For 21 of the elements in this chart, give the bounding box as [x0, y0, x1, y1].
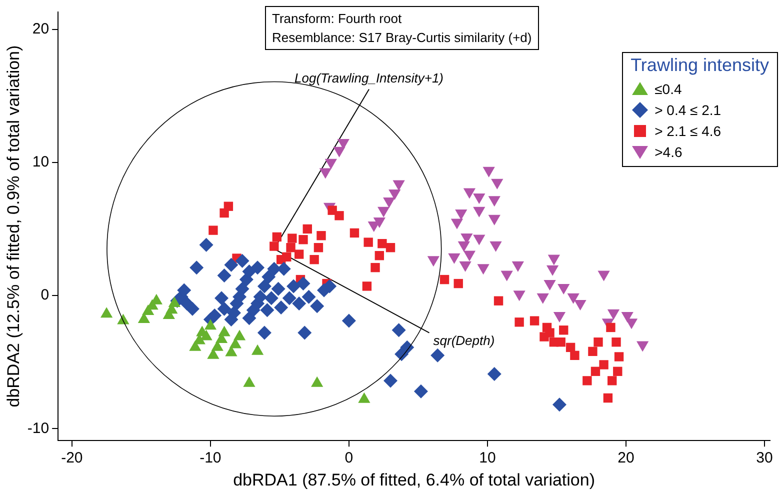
x-tick-label: -10 [200, 450, 222, 467]
x-tick-label: 30 [756, 450, 773, 467]
x-axis-title: dbRDA1 (87.5% of fitted, 6.4% of total variation) [233, 470, 595, 490]
x-tick-label: 0 [344, 450, 354, 467]
x-tick-label: 10 [479, 450, 496, 467]
legend-label: >4.6 [654, 144, 682, 160]
y-tick-label: -10 [27, 420, 50, 437]
annotation: Log(Trawling_Intensity+1) [294, 70, 444, 86]
x-tick-label: 20 [618, 450, 634, 467]
annotation: Transform: Fourth root [272, 10, 403, 28]
legend-title: Trawling intensity [630, 55, 769, 76]
y-tick-label: 20 [32, 20, 50, 38]
legend-label: ≤0.4 [654, 80, 682, 96]
y-tick-label: 0 [40, 286, 50, 304]
y-axis-title: dbRDA2 (12.5% of fitted, 0.9% of total variation) [4, 45, 23, 408]
y-tick-label: 10 [32, 154, 50, 171]
legend-label: > 2.1 ≤ 4.6 [654, 122, 722, 138]
annotation: sqr(Depth) [433, 332, 495, 348]
annotation: Resemblance: S17 Bray-Curtis similarity (+d) [272, 29, 532, 47]
legend-label: > 0.4 ≤ 2.1 [654, 102, 722, 118]
x-tick-label: -20 [61, 450, 83, 467]
